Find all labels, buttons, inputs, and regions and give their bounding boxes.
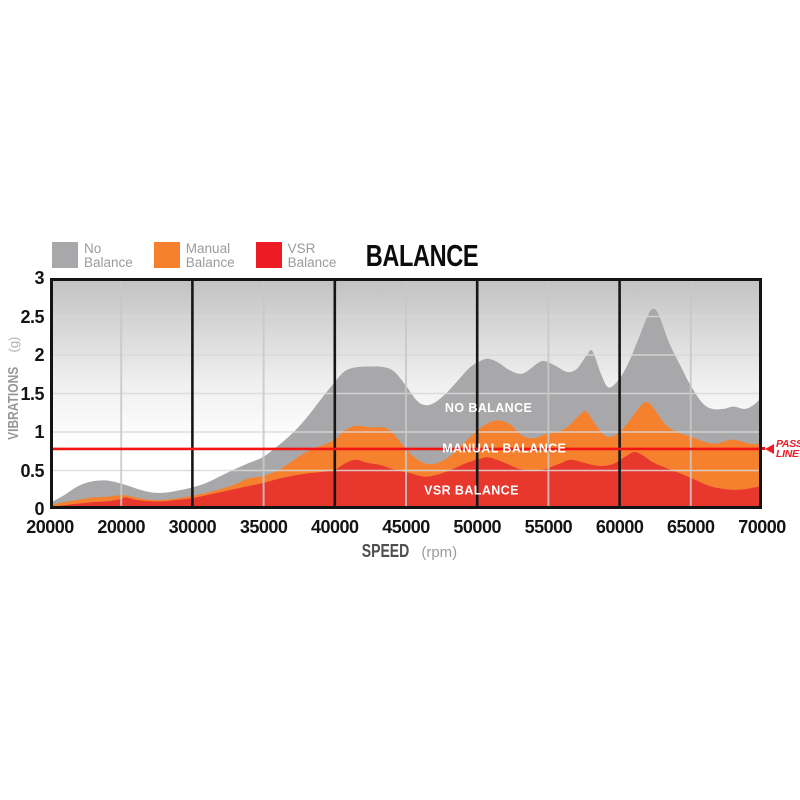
area-label-no-balance: NO BALANCE [445, 401, 532, 415]
legend-swatch-manual-balance [153, 242, 180, 268]
y-tick-label: 2.5 [20, 306, 44, 327]
x-tick-label: 35000 [239, 517, 288, 537]
pass-line-label-line1: PASS [776, 437, 800, 450]
legend-item-vsr-balance: VSR Balance [255, 242, 337, 269]
pass-line-callout: PASS LINE [762, 438, 800, 460]
y-axis-title: VIBRATIONS (g) [5, 293, 23, 493]
plot-border [50, 278, 762, 509]
legend-swatch-no-balance [52, 242, 78, 268]
y-tick-label: 0 [34, 499, 44, 519]
x-tick-label: 65000 [667, 517, 715, 537]
chart-title: BALANCE [365, 238, 479, 273]
x-tick-label: 45000 [382, 517, 430, 537]
legend-label-line: VSR [287, 241, 316, 256]
pass-line-segment [762, 447, 765, 451]
legend-label-line: Balance [84, 254, 133, 270]
x-axis-title-unit: (rpm) [421, 544, 458, 561]
legend-label-manual-balance: Manual Balance [186, 242, 235, 269]
legend-label-line: No [84, 241, 102, 256]
y-tick-label: 0.5 [20, 460, 44, 481]
legend-item-manual-balance: Manual Balance [153, 242, 235, 269]
y-axis-title-word: VIBRATIONS [5, 367, 22, 441]
legend-item-no-balance: No Balance [52, 242, 133, 269]
gridlines [50, 278, 762, 509]
x-tick-label: 50000 [453, 517, 501, 537]
legend-label-no-balance: No Balance [84, 242, 133, 269]
chart-legend: No Balance Manual Balance VSR Balance [52, 242, 336, 269]
pass-line-label-line2: LINE [776, 447, 799, 460]
plot-area: NO BALANCE MANUAL BALANCE VSR BALANCE [50, 278, 762, 509]
legend-label-vsr-balance: VSR Balance [288, 242, 337, 269]
legend-label-line: Balance [185, 254, 235, 270]
area-label-manual-balance: MANUAL BALANCE [442, 442, 566, 456]
x-tick-label: 30000 [168, 517, 217, 537]
x-axis-title-word: SPEED [361, 541, 410, 561]
y-tick-label: 1 [34, 422, 44, 442]
x-tick-label: 60000 [595, 517, 644, 537]
x-tick-label: 20000 [26, 517, 74, 537]
legend-swatch-vsr-balance [255, 242, 282, 268]
legend-label-line: Manual [185, 241, 231, 256]
area-label-vsr-balance: VSR BALANCE [424, 483, 519, 497]
y-axis-title-unit: (g) [6, 336, 21, 353]
x-axis-title: SPEED (rpm) [50, 541, 762, 562]
x-tick-label: 20000 [97, 517, 145, 537]
x-tick-label: 70000 [738, 517, 786, 537]
pass-line-arrow-icon [765, 443, 774, 454]
x-tick-label: 40000 [311, 517, 359, 537]
x-tick-label: 55000 [524, 517, 573, 537]
pass-line-label: PASS LINE [776, 437, 800, 460]
y-tick-label: 2 [34, 345, 44, 365]
y-tick-label: 3 [34, 268, 44, 288]
legend-label-line: Balance [287, 254, 337, 270]
y-tick-label: 1.5 [20, 383, 44, 404]
